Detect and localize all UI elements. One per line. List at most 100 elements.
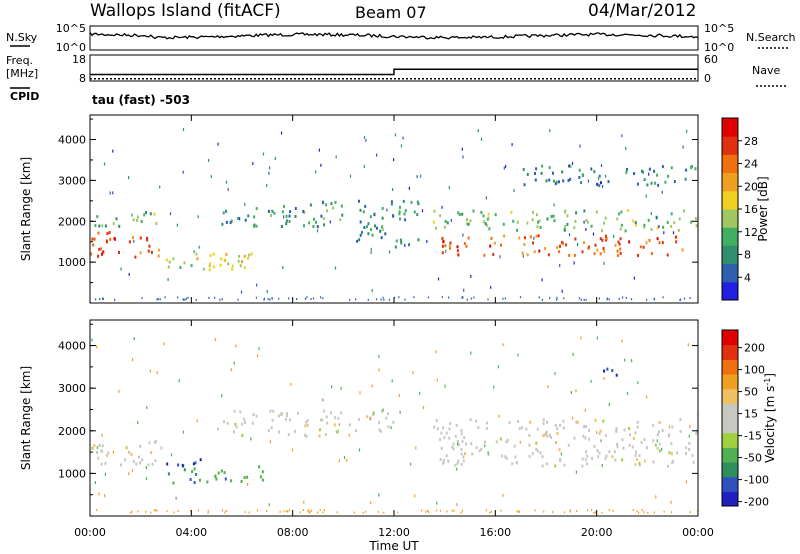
echo-cell [652, 460, 655, 464]
echo-cell [90, 252, 93, 256]
echo-cell [267, 209, 270, 213]
echo-cell [452, 447, 455, 451]
echo-cell [584, 458, 587, 462]
echo-cell [448, 427, 451, 431]
echo-cell [454, 463, 457, 467]
echo-cell [303, 224, 305, 228]
echo-cell [294, 215, 297, 218]
echo-cell [541, 464, 544, 468]
x-tick-label: 12:00 [378, 526, 410, 539]
noise-cell [570, 391, 572, 395]
ground-clutter-cell [197, 509, 199, 512]
echo-cell [376, 226, 378, 230]
echo-cell [586, 220, 589, 224]
echo-cell [631, 445, 634, 449]
echo-cell [650, 181, 653, 185]
y-tick-label: 1000 [58, 256, 86, 269]
ground-clutter-cell [563, 297, 565, 300]
echo-cell [244, 218, 247, 222]
echo-cell [189, 478, 192, 481]
ground-clutter-cell [299, 511, 301, 514]
echo-cell [670, 166, 673, 170]
noise-cell [511, 143, 513, 147]
echo-cell [332, 206, 335, 210]
echo-cell [226, 421, 229, 425]
noise-cell [258, 347, 260, 351]
echo-cell [194, 461, 197, 465]
echo-cell [137, 455, 140, 459]
y-tick-label: 2000 [58, 215, 86, 228]
echo-cell [448, 244, 451, 248]
echo-cell [270, 214, 272, 217]
colorbar-segment [722, 172, 738, 192]
echo-cell [451, 445, 454, 449]
colorbar-tick-label: 100 [744, 364, 765, 377]
echo-cell [470, 442, 473, 446]
echo-cell [462, 459, 465, 463]
echo-cell [102, 250, 105, 254]
ground-clutter-cell [166, 510, 168, 513]
colorbar-segment [722, 190, 738, 210]
echo-cell [648, 167, 651, 171]
echo-cell [598, 451, 601, 455]
echo-cell [535, 447, 538, 451]
echo-cell [91, 237, 94, 241]
echo-cell [220, 257, 223, 261]
ground-clutter-cell [296, 298, 298, 300]
echo-cell [666, 253, 669, 257]
nsearch-label: N.Search [746, 31, 796, 44]
echo-cell [239, 264, 242, 268]
echo-cell [505, 440, 508, 444]
noise-cell [106, 454, 108, 458]
ground-clutter-cell [131, 510, 133, 513]
echo-cell [643, 223, 646, 227]
velocity-colorbar: 200 100 50 15 -15 -50 -100 -200 [721, 329, 769, 509]
echo-cell [623, 428, 626, 432]
echo-cell [325, 203, 328, 207]
echo-cell [281, 210, 284, 214]
noise-cell [156, 371, 158, 374]
noise-cell [470, 275, 472, 278]
echo-cell [379, 229, 382, 233]
echo-cell [395, 239, 398, 243]
echo-cell [416, 200, 419, 204]
echo-cell [634, 221, 637, 224]
echo-cell [567, 179, 570, 182]
echo-cell [604, 456, 607, 460]
echo-cell [238, 254, 241, 258]
echo-cell [272, 409, 275, 413]
echo-cell [517, 420, 520, 423]
noise-cell [371, 289, 373, 293]
echo-cell [434, 226, 437, 230]
echo-cell [532, 241, 534, 245]
echo-cell [101, 224, 104, 228]
colorbar-segment [722, 374, 738, 390]
echo-cell [157, 248, 160, 252]
ground-clutter-cell [173, 511, 175, 514]
echo-cell [526, 172, 529, 176]
echo-cell [146, 238, 149, 242]
echo-cell [656, 237, 659, 241]
colorbar-segment [722, 447, 738, 463]
ground-clutter-cell [593, 511, 595, 514]
echo-cell [392, 420, 395, 424]
noise-cell [128, 472, 130, 476]
echo-cell [605, 454, 608, 458]
echo-cell [410, 200, 413, 204]
echo-cell [654, 443, 657, 447]
echo-cell [537, 234, 540, 238]
ground-clutter-cell [288, 297, 290, 300]
echo-cell [367, 222, 370, 226]
echo-cell [601, 229, 603, 233]
echo-cell [606, 367, 609, 371]
echo-cell [190, 264, 193, 268]
echo-cell [556, 432, 559, 436]
echo-cell [566, 222, 569, 226]
noise-cell [463, 288, 465, 292]
ground-clutter-cell [150, 511, 152, 514]
echo-cell [446, 221, 449, 225]
noise-cell [485, 196, 487, 200]
echo-cell [513, 444, 516, 448]
noise-cell [335, 155, 337, 159]
echo-cell [334, 416, 337, 420]
